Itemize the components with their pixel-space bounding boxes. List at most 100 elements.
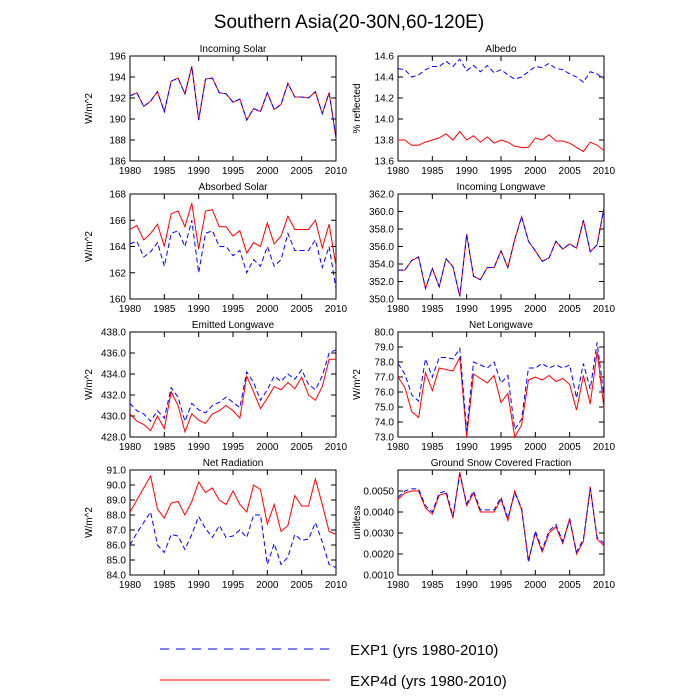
incoming-solar-xtick-label-2005: 2005 bbox=[291, 166, 314, 177]
incoming-longwave-xtick-label-1990: 1990 bbox=[456, 304, 479, 315]
emitted-longwave-xtick-label-2010: 2010 bbox=[325, 442, 348, 453]
albedo-ylabel: % reflected bbox=[352, 83, 363, 133]
emitted-longwave-panel: Emitted Longwave 1980 1985 1990 1995 2000 2005… bbox=[84, 320, 348, 453]
net-longwave-ytick-label-7: 80.0 bbox=[375, 328, 395, 339]
legend: EXP1 (yrs 1980-2010) EXP4d (yrs 1980-201… bbox=[160, 642, 507, 690]
incoming-longwave-ytick-label-5: 360.0 bbox=[369, 207, 394, 218]
absorbed-solar-ytick-label-2: 164 bbox=[109, 242, 126, 253]
ground-snow-title: Ground Snow Covered Fraction bbox=[431, 458, 572, 469]
emitted-longwave-series-exp1 bbox=[129, 349, 337, 423]
albedo-ytick-label-3: 14.2 bbox=[375, 94, 395, 105]
absorbed-solar-xtick-label-2010: 2010 bbox=[325, 304, 348, 315]
emitted-longwave-xtick-label-1990: 1990 bbox=[188, 442, 211, 453]
net-radiation-ytick-label-4: 88.0 bbox=[107, 511, 127, 522]
net-radiation-xtick-label-1995: 1995 bbox=[222, 580, 245, 591]
albedo-xtick-label-2000: 2000 bbox=[524, 166, 547, 177]
ground-snow-series-exp1 bbox=[397, 474, 605, 563]
albedo-ytick-label-1: 13.8 bbox=[375, 136, 395, 147]
incoming-longwave-xtick-label-2005: 2005 bbox=[559, 304, 582, 315]
net-radiation-series-exp1 bbox=[129, 510, 337, 568]
net-longwave-title: Net Longwave bbox=[469, 320, 533, 331]
albedo-panel: Albedo 1980 1985 1990 1995 2000 2005 2010 13.6 13… bbox=[352, 44, 616, 177]
net-longwave-ytick-label-5: 78.0 bbox=[375, 358, 395, 369]
incoming-longwave-ytick-label-2: 354.0 bbox=[369, 260, 394, 271]
emitted-longwave-title: Emitted Longwave bbox=[192, 320, 275, 331]
net-radiation-xtick-label-2005: 2005 bbox=[291, 580, 314, 591]
incoming-longwave-ytick-label-3: 356.0 bbox=[369, 242, 394, 253]
net-longwave-frame bbox=[397, 331, 605, 438]
albedo-xtick-label-1995: 1995 bbox=[490, 166, 513, 177]
net-longwave-ytick-label-3: 76.0 bbox=[375, 388, 395, 399]
incoming-solar-panel: Incoming Solar 1980 1985 1990 1995 2000 2005 20… bbox=[84, 44, 348, 177]
net-longwave-ytick-label-4: 77.0 bbox=[375, 373, 395, 384]
absorbed-solar-ytick-label-1: 162 bbox=[109, 268, 126, 279]
emitted-longwave-ytick-label-1: 430.0 bbox=[101, 412, 126, 423]
net-radiation-frame bbox=[129, 469, 337, 576]
emitted-longwave-ytick-label-0: 428.0 bbox=[101, 433, 126, 444]
net-longwave-series-exp4d bbox=[397, 351, 605, 439]
albedo-title: Albedo bbox=[485, 44, 517, 55]
albedo-xtick-label-1980: 1980 bbox=[387, 166, 410, 177]
incoming-solar-xtick-label-2000: 2000 bbox=[256, 166, 279, 177]
incoming-solar-title: Incoming Solar bbox=[200, 44, 267, 55]
ground-snow-frame bbox=[397, 469, 605, 576]
absorbed-solar-title: Absorbed Solar bbox=[199, 182, 269, 193]
net-longwave-xtick-label-2010: 2010 bbox=[593, 442, 616, 453]
incoming-longwave-ytick-label-6: 362.0 bbox=[369, 190, 394, 201]
emitted-longwave-ylabel: W/m^2 bbox=[84, 369, 95, 400]
absorbed-solar-xtick-label-1990: 1990 bbox=[188, 304, 211, 315]
incoming-solar-ytick-label-3: 192 bbox=[109, 94, 126, 105]
ground-snow-xtick-label-1995: 1995 bbox=[490, 580, 513, 591]
absorbed-solar-xtick-label-1980: 1980 bbox=[119, 304, 142, 315]
absorbed-solar-ytick-label-0: 160 bbox=[109, 295, 126, 306]
incoming-longwave-title: Incoming Longwave bbox=[457, 182, 546, 193]
net-radiation-xtick-label-2000: 2000 bbox=[256, 580, 279, 591]
ground-snow-ytick-label-3: 0.0040 bbox=[363, 508, 394, 519]
absorbed-solar-series-exp4d bbox=[129, 203, 337, 267]
albedo-xtick-label-2010: 2010 bbox=[593, 166, 616, 177]
ground-snow-ylabel: unitless bbox=[352, 506, 363, 540]
absorbed-solar-series-exp1 bbox=[129, 220, 337, 289]
albedo-ytick-label-0: 13.6 bbox=[375, 157, 395, 168]
ground-snow-xtick-label-2010: 2010 bbox=[593, 580, 616, 591]
emitted-longwave-ytick-label-2: 432.0 bbox=[101, 391, 126, 402]
incoming-longwave-xtick-label-1980: 1980 bbox=[387, 304, 410, 315]
ground-snow-ytick-label-1: 0.0020 bbox=[363, 550, 394, 561]
net-radiation-ytick-label-2: 86.0 bbox=[107, 541, 127, 552]
absorbed-solar-panel: Absorbed Solar 1980 1985 1990 1995 2000 2005 20… bbox=[84, 182, 348, 315]
incoming-longwave-xtick-label-2010: 2010 bbox=[593, 304, 616, 315]
incoming-longwave-xtick-label-1985: 1985 bbox=[421, 304, 444, 315]
emitted-longwave-xtick-label-1995: 1995 bbox=[222, 442, 245, 453]
net-longwave-xtick-label-1985: 1985 bbox=[421, 442, 444, 453]
net-radiation-ytick-label-7: 91.0 bbox=[107, 466, 127, 477]
incoming-longwave-ytick-label-4: 358.0 bbox=[369, 225, 394, 236]
net-longwave-xtick-label-1980: 1980 bbox=[387, 442, 410, 453]
net-longwave-xtick-label-1990: 1990 bbox=[456, 442, 479, 453]
ground-snow-xtick-label-1990: 1990 bbox=[456, 580, 479, 591]
incoming-solar-xtick-label-1995: 1995 bbox=[222, 166, 245, 177]
ground-snow-xtick-label-2005: 2005 bbox=[559, 580, 582, 591]
ground-snow-ytick-label-4: 0.0050 bbox=[363, 487, 394, 498]
net-radiation-series-exp4d bbox=[129, 474, 337, 535]
net-longwave-ylabel: W/m^2 bbox=[352, 369, 363, 400]
net-radiation-xtick-label-1980: 1980 bbox=[119, 580, 142, 591]
absorbed-solar-ytick-label-3: 166 bbox=[109, 216, 126, 227]
incoming-longwave-xtick-label-2000: 2000 bbox=[524, 304, 547, 315]
incoming-solar-ylabel: W/m^2 bbox=[84, 93, 95, 124]
albedo-series-exp1 bbox=[397, 58, 605, 83]
absorbed-solar-ylabel: W/m^2 bbox=[84, 231, 95, 262]
ground-snow-ytick-label-0: 0.0010 bbox=[363, 571, 394, 582]
emitted-longwave-ytick-label-4: 436.0 bbox=[101, 349, 126, 360]
incoming-solar-xtick-label-2010: 2010 bbox=[325, 166, 348, 177]
ground-snow-xtick-label-1985: 1985 bbox=[421, 580, 444, 591]
net-radiation-xtick-label-1985: 1985 bbox=[153, 580, 176, 591]
incoming-longwave-series-exp1 bbox=[398, 207, 605, 297]
albedo-ytick-label-4: 14.4 bbox=[375, 73, 395, 84]
net-radiation-xtick-label-2010: 2010 bbox=[325, 580, 348, 591]
figure-title: Southern Asia(20-30N,60-120E) bbox=[214, 12, 484, 33]
net-longwave-ytick-label-0: 73.0 bbox=[375, 433, 395, 444]
ground-snow-xtick-label-1980: 1980 bbox=[387, 580, 410, 591]
absorbed-solar-xtick-label-2000: 2000 bbox=[256, 304, 279, 315]
panels-group: Incoming Solar 1980 1985 1990 1995 2000 2005 20… bbox=[84, 44, 616, 591]
